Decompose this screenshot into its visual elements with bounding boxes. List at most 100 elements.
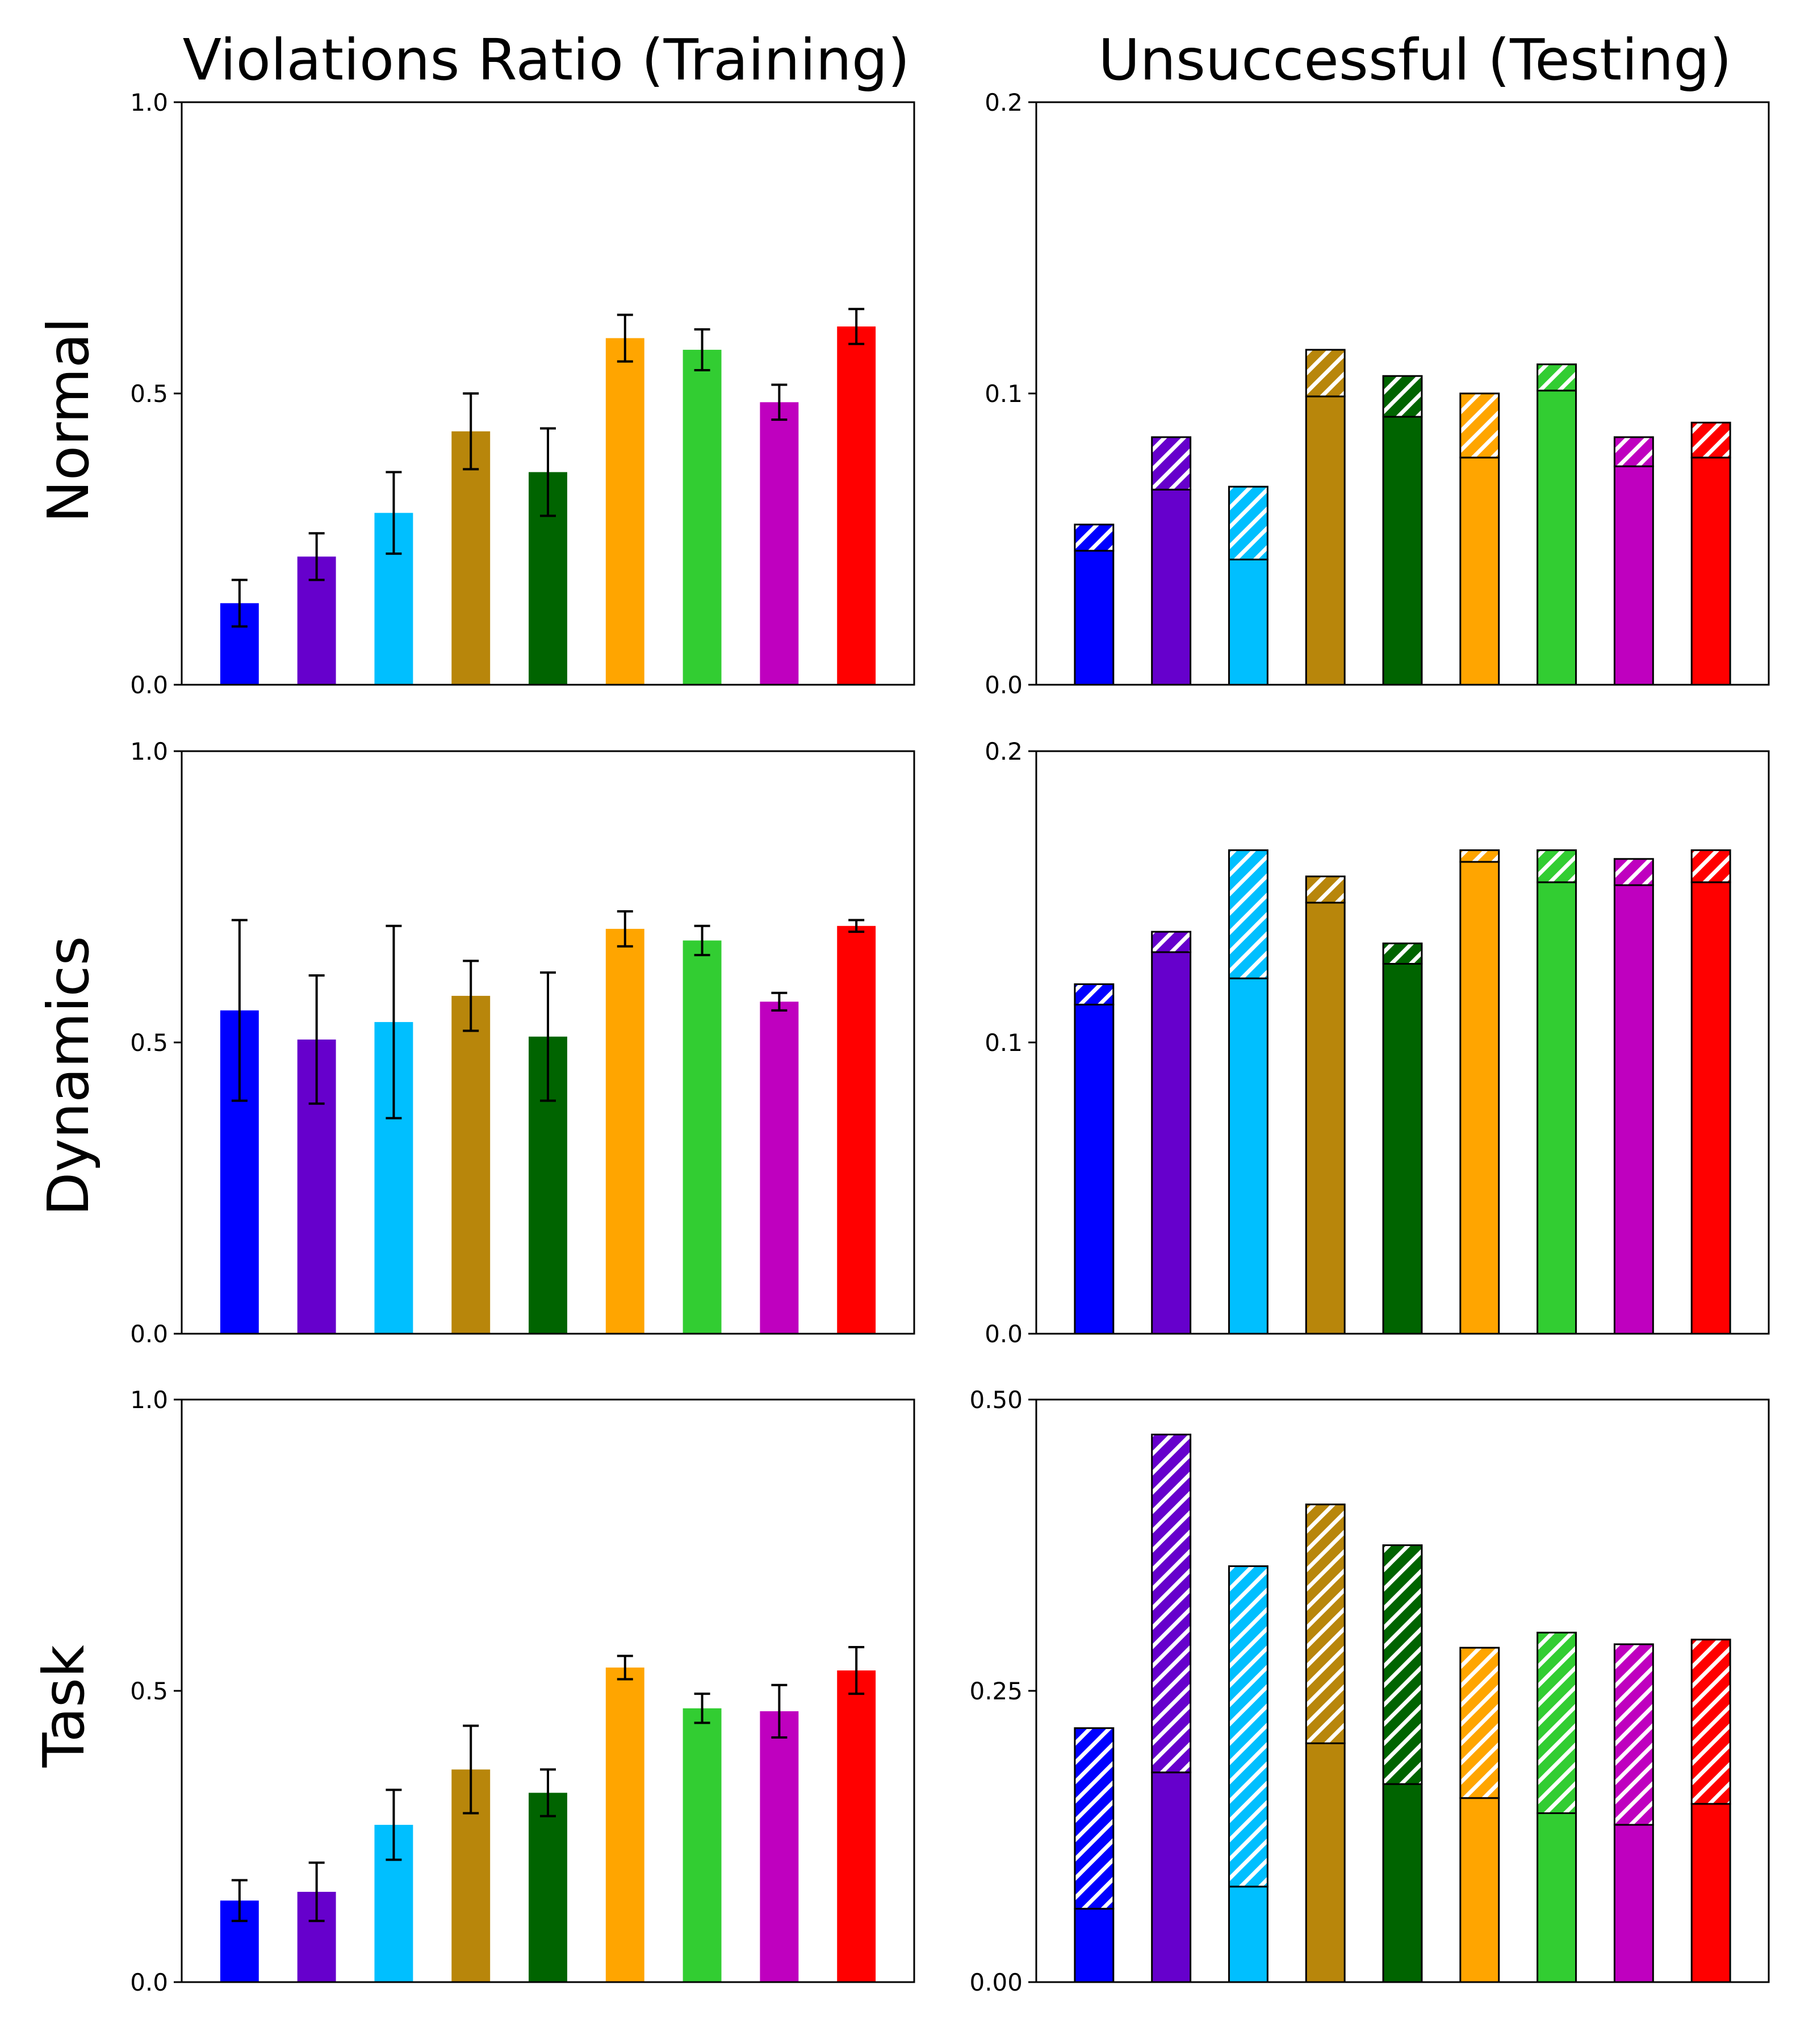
panel-dynamics-training: 0.0 0.5 1.0 (130, 738, 915, 1348)
y-tick-label: 0.5 (130, 1029, 168, 1057)
bar-solid (1228, 1886, 1268, 1983)
bar (837, 925, 876, 1334)
bar-solid (1305, 395, 1346, 686)
y-tick-label: 0.0 (130, 671, 168, 699)
axes-frame (181, 750, 915, 1335)
bar-solid (1382, 962, 1423, 1335)
y-tick-label: 0.1 (985, 1029, 1023, 1057)
y-tick-label: 0.2 (985, 738, 1023, 765)
axes-frame (181, 101, 915, 686)
y-tick-label: 0.0 (130, 1320, 168, 1348)
bar-hatched (1613, 436, 1654, 467)
y-tick-label: 0.2 (985, 89, 1023, 116)
bar-hatched (1459, 1647, 1500, 1799)
y-tick-label: 1.0 (130, 738, 168, 765)
axes-frame (181, 1398, 915, 1983)
bar-hatched (1151, 931, 1192, 953)
y-tick-label: 0.5 (130, 1677, 168, 1705)
bar (760, 1711, 799, 1982)
bar-hatched (1690, 1639, 1731, 1805)
bar-solid (1690, 881, 1731, 1335)
axes-frame (1035, 750, 1770, 1335)
bar (683, 350, 722, 685)
bar-solid (1151, 1771, 1192, 1983)
bar-hatched (1537, 363, 1577, 392)
bar-solid (1537, 1812, 1577, 1983)
bar-solid (1074, 1908, 1115, 1983)
bar-solid (1613, 465, 1654, 686)
axes-frame (1035, 101, 1770, 686)
bar-solid (1305, 902, 1346, 1335)
y-tick-label: 0.00 (969, 1968, 1023, 1996)
y-tick-label: 1.0 (130, 89, 168, 116)
bar-hatched (1613, 858, 1654, 886)
column-title-testing: Unsuccessful (Testing) (1098, 27, 1731, 93)
bar-solid (1613, 1824, 1654, 1983)
bar-hatched (1305, 1503, 1346, 1744)
bar-solid (1613, 884, 1654, 1335)
bar (605, 1667, 644, 1982)
bar (605, 338, 644, 685)
bar-hatched (1382, 1544, 1423, 1785)
bar-hatched (1382, 943, 1423, 965)
panel-normal-training: 0.0 0.5 1.0 (130, 89, 915, 699)
y-tick-label: 0.0 (985, 671, 1023, 699)
bar-hatched (1305, 876, 1346, 904)
bar-hatched (1537, 849, 1577, 883)
bar-solid (1151, 951, 1192, 1335)
row-title-task: Task (31, 1645, 97, 1768)
bar-solid (1382, 1783, 1423, 1983)
axes-frame (1035, 1398, 1770, 1983)
bar-solid (1151, 488, 1192, 686)
bar-solid (1690, 456, 1731, 686)
bar-solid (1459, 456, 1500, 686)
bar-hatched (1151, 436, 1192, 491)
bar-solid (1537, 389, 1577, 686)
bar-solid (1537, 881, 1577, 1335)
bar-hatched (1690, 421, 1731, 459)
bar-solid (1382, 416, 1423, 686)
bar (451, 431, 491, 685)
bar-solid (1074, 550, 1115, 686)
bar-solid (1459, 1797, 1500, 1983)
panel-normal-testing: 0.0 0.1 0.2 (985, 89, 1770, 699)
bar (837, 326, 876, 685)
bar (683, 940, 722, 1334)
y-tick-label: 0.0 (130, 1968, 168, 1996)
row-title-normal: Normal (35, 317, 102, 523)
bar-solid (1074, 1003, 1115, 1335)
bar-hatched (1228, 849, 1268, 979)
bar-hatched (1613, 1643, 1654, 1826)
bar (605, 928, 644, 1334)
bar-hatched (1690, 849, 1731, 883)
y-tick-label: 0.0 (985, 1320, 1023, 1348)
row-title-dynamics: Dynamics (35, 936, 102, 1216)
bar-hatched (1228, 1565, 1268, 1888)
bar-hatched (1151, 1434, 1192, 1774)
y-tick-label: 0.25 (969, 1677, 1023, 1705)
y-tick-label: 0.1 (985, 380, 1023, 408)
bar-hatched (1382, 375, 1423, 418)
bar-hatched (1459, 392, 1500, 459)
bar-solid (1305, 1742, 1346, 1983)
bar (451, 995, 491, 1334)
bar-solid (1459, 861, 1500, 1335)
panel-task-testing: 0.00 0.25 0.50 (969, 1386, 1770, 1996)
bar-hatched (1228, 485, 1268, 560)
bar-solid (1228, 558, 1268, 686)
bar-solid (1690, 1803, 1731, 1983)
bar (837, 1670, 876, 1982)
panel-task-training: 0.0 0.5 1.0 (130, 1386, 915, 1996)
bar (529, 1792, 567, 1982)
bar-solid (1228, 977, 1268, 1335)
bar-hatched (1305, 349, 1346, 397)
panel-dynamics-testing: 0.0 0.1 0.2 (985, 738, 1770, 1348)
bar-hatched (1074, 983, 1115, 1006)
bar (760, 1002, 799, 1334)
bar-hatched (1074, 523, 1115, 552)
bar (760, 402, 799, 685)
bar-hatched (1459, 849, 1500, 863)
y-tick-label: 0.50 (969, 1386, 1023, 1414)
column-title-training: Violations Ratio (Training) (183, 27, 910, 93)
